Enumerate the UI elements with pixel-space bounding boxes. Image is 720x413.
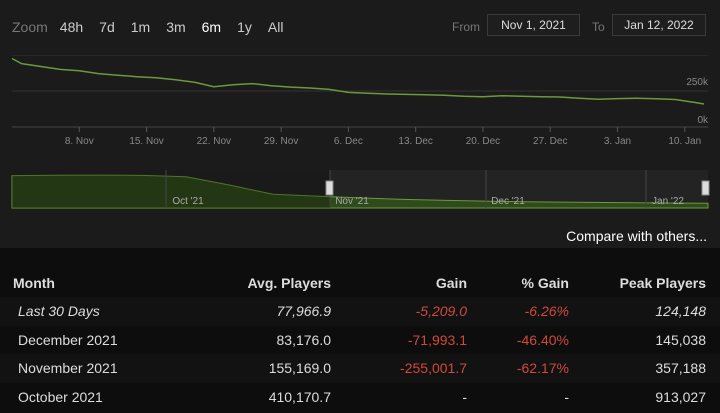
cell-spacer xyxy=(706,354,720,383)
main-chart: 250k 0k 8. Nov 15. Nov 22. Nov 29. Nov 6. De… xyxy=(11,55,709,147)
cell-spacer xyxy=(706,326,720,355)
table-row: December 2021 83,176.0 -71,993.1 -46.40%… xyxy=(0,326,720,355)
zoom-1y-button[interactable]: 1y xyxy=(237,19,252,35)
compare-with-others-link[interactable]: Compare with others... xyxy=(566,228,707,244)
header-gain: Gain xyxy=(331,269,467,297)
navigator-left-handle[interactable] xyxy=(325,180,334,196)
cell-spacer xyxy=(706,297,720,326)
cell-gain: -5,209.0 xyxy=(331,297,467,326)
header-pct-gain: % Gain xyxy=(467,269,569,297)
cell-peak-players: 124,148 xyxy=(569,297,706,326)
cell-pct-gain: - xyxy=(564,388,569,405)
cell-peak-players: 357,188 xyxy=(569,354,706,383)
monthly-stats-table: Month Avg. Players Gain % Gain Peak Play… xyxy=(0,269,720,411)
x-tick-label: 27. Dec xyxy=(533,136,567,147)
cell-pct-gain: -46.40% xyxy=(516,331,569,348)
cell-avg-players: 77,966.9 xyxy=(133,297,331,326)
header-month: Month xyxy=(0,269,133,297)
x-tick-label: 10. Jan xyxy=(668,136,701,147)
cell-gain: -255,001.7 xyxy=(331,354,467,383)
cell-month: December 2021 xyxy=(18,331,118,348)
cell-spacer xyxy=(706,383,720,412)
zoom-bar: Zoom 48h 7d 1m 3m 6m 1y All xyxy=(12,17,299,37)
zoom-1m-button[interactable]: 1m xyxy=(130,19,151,35)
zoom-3m-button[interactable]: 3m xyxy=(166,19,186,35)
cell-pct-gain: -6.26% xyxy=(467,297,569,326)
table-row: October 2021 410,170.7 - - 913,027 xyxy=(0,383,720,412)
chart-panel: Zoom 48h 7d 1m 3m 6m 1y All From Nov 1, … xyxy=(0,0,720,248)
from-label: From xyxy=(452,20,480,34)
x-tick-label: 29. Nov xyxy=(264,136,298,147)
cell-pct-gain: -62.17% xyxy=(467,354,569,383)
zoom-all-button[interactable]: All xyxy=(267,19,284,35)
cell-peak-players: 913,027 xyxy=(655,388,706,405)
table-header-row: Month Avg. Players Gain % Gain Peak Play… xyxy=(0,269,720,297)
x-tick-label: 22. Nov xyxy=(197,136,231,147)
cell-avg-players: 410,170.7 xyxy=(268,388,331,405)
x-tick-label: 3. Jan xyxy=(604,136,631,147)
zoom-label: Zoom xyxy=(12,19,48,35)
navigator-area xyxy=(11,174,709,209)
zoom-6m-button[interactable]: 6m xyxy=(201,19,222,35)
table-row: Last 30 Days 77,966.9 -5,209.0 -6.26% 12… xyxy=(0,297,720,326)
y-tick-0k: 0k xyxy=(697,115,709,126)
navigator[interactable]: Oct '21 Nov '21 Dec '21 Jan '22 xyxy=(0,170,720,212)
player-count-line xyxy=(11,57,705,105)
x-tick-label: 15. Nov xyxy=(129,136,163,147)
x-tick-label: 8. Nov xyxy=(65,136,94,147)
x-tick-label: 13. Dec xyxy=(398,136,432,147)
cell-avg-players: 155,169.0 xyxy=(133,354,331,383)
navigator-label: Nov '21 xyxy=(335,196,369,207)
header-avg-players: Avg. Players xyxy=(133,269,331,297)
navigator-label: Oct '21 xyxy=(172,196,204,207)
x-tick-label: 20. Dec xyxy=(466,136,500,147)
from-date-input[interactable]: Nov 1, 2021 xyxy=(487,14,580,36)
header-spacer xyxy=(706,269,720,297)
navigator-unselected-mask xyxy=(12,170,330,208)
cell-month: November 2021 xyxy=(0,354,133,383)
cell-peak-players: 145,038 xyxy=(655,331,706,348)
navigator-labels: Oct '21 Nov '21 Dec '21 Jan '22 xyxy=(165,170,684,208)
cell-month: October 2021 xyxy=(18,388,103,405)
navigator-label: Jan '22 xyxy=(652,196,684,207)
cell-gain: - xyxy=(462,388,467,405)
zoom-7d-button[interactable]: 7d xyxy=(99,19,115,35)
zoom-48h-button[interactable]: 48h xyxy=(59,19,84,35)
navigator-right-handle[interactable] xyxy=(701,180,710,196)
cell-avg-players: 83,176.0 xyxy=(276,331,332,348)
table-row: November 2021 155,169.0 -255,001.7 -62.1… xyxy=(0,354,720,383)
to-date-input[interactable]: Jan 12, 2022 xyxy=(612,14,706,36)
navigator-label: Dec '21 xyxy=(491,196,525,207)
cell-month: Last 30 Days xyxy=(0,297,133,326)
x-axis-ticks: 8. Nov 15. Nov 22. Nov 29. Nov 6. Dec 13. Dec… xyxy=(65,127,701,147)
y-tick-250k: 250k xyxy=(686,77,709,88)
x-tick-label: 6. Dec xyxy=(334,136,363,147)
header-peak-players: Peak Players xyxy=(569,269,706,297)
cell-gain: -71,993.1 xyxy=(407,331,467,348)
to-label: To xyxy=(592,20,605,34)
